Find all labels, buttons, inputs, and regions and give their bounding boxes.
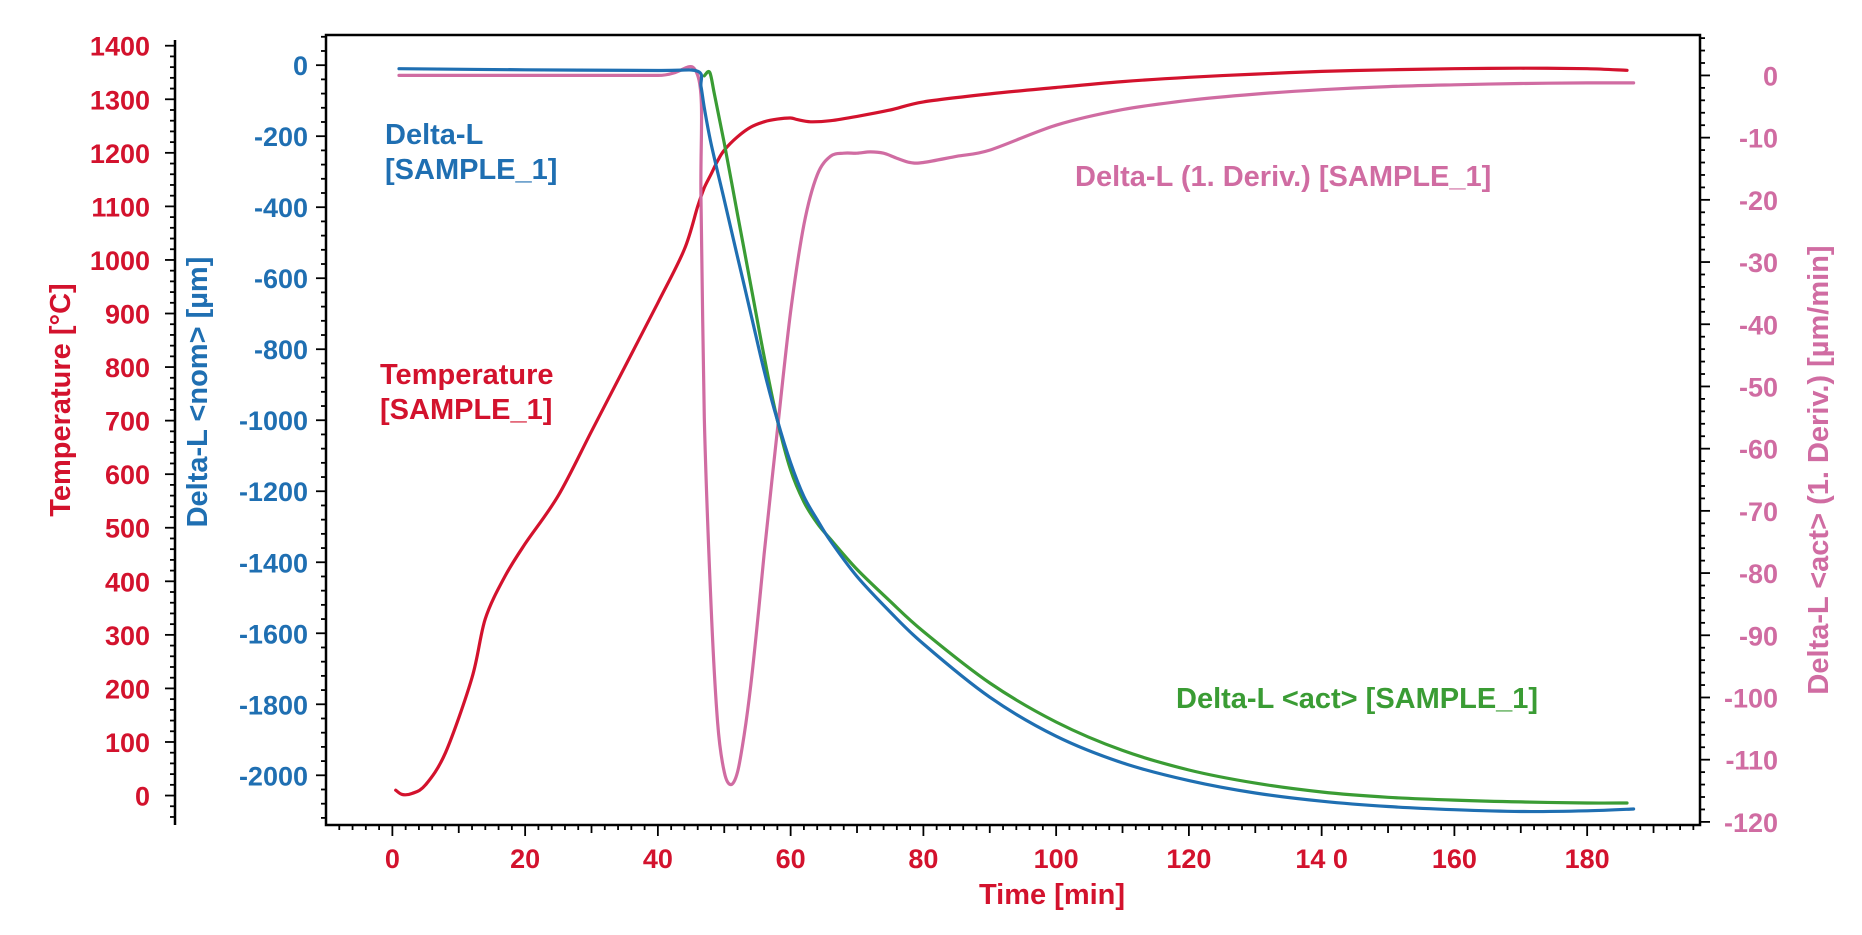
x-tick-label: 0 (385, 844, 400, 874)
delta-nom-tick-label: -400 (254, 193, 308, 223)
delta-nom-tick-label: -1200 (239, 477, 308, 507)
x-tick-label: 14 0 (1295, 844, 1348, 874)
deriv-tick-label: -30 (1739, 248, 1778, 278)
delta-nom-tick-label: -1600 (239, 619, 308, 649)
series-layer (394, 64, 1636, 814)
x-tick-label: 20 (510, 844, 540, 874)
temperature-tick-label: 1100 (91, 192, 150, 222)
labels-layer: Time [min] Temperature [°C] Delta-L <nom… (45, 119, 1835, 911)
deriv-tick-label: 0 (1763, 61, 1778, 91)
deriv-tick-label: -50 (1739, 372, 1778, 402)
temperature-tick-label: 1200 (90, 139, 150, 169)
x-tick-label: 180 (1565, 844, 1610, 874)
temperature-annotation-line-2: [SAMPLE_1] (380, 394, 552, 426)
delta-nom-tick-label: 0 (293, 51, 308, 81)
x-tick-label: 120 (1166, 844, 1211, 874)
deriv-tick-label: -110 (1725, 746, 1778, 776)
deriv-tick-label: -20 (1739, 186, 1778, 216)
deriv-tick-label: -10 (1739, 124, 1778, 154)
delta-nom-annotation-line-1: Delta-L (385, 119, 483, 151)
delta-nom-annotation-line-2: [SAMPLE_1] (385, 154, 557, 186)
temperature-annotation-line-1: Temperature (380, 359, 554, 391)
delta-l-deriv-line (397, 64, 1636, 787)
delta-nom-tick-label: -200 (254, 122, 308, 152)
temperature-axis-title: Temperature [°C] (45, 283, 77, 516)
temperature-tick-label: 1300 (90, 85, 150, 115)
temperature-tick-label: 200 (105, 674, 150, 704)
x-axis-title: Time [min] (979, 879, 1125, 911)
temperature-tick-label: 100 (105, 728, 150, 758)
delta-nom-tick-label: -600 (254, 264, 308, 294)
x-tick-label: 60 (776, 844, 806, 874)
delta-l-act-line (702, 69, 1629, 805)
temperature-tick-label: 600 (105, 460, 150, 490)
temperature-tick-label: 500 (105, 514, 150, 544)
temperature-tick-label: 900 (105, 300, 150, 330)
delta-nom-tick-label: -800 (254, 335, 308, 365)
x-tick-label: 100 (1034, 844, 1079, 874)
delta-nom-tick-label: -2000 (239, 761, 308, 791)
deriv-tick-label: -120 (1724, 808, 1778, 838)
x-tick-label: 40 (643, 844, 673, 874)
deriv-axis-title: Delta-L <act> (1. Deriv.) [µm/min] (1803, 245, 1835, 694)
deriv-tick-label: -80 (1739, 559, 1778, 589)
deriv-tick-label: -90 (1739, 621, 1778, 651)
delta-nom-tick-label: -1800 (239, 690, 308, 720)
delta-act-annotation: Delta-L <act> [SAMPLE_1] (1176, 683, 1538, 715)
temperature-tick-label: 700 (105, 407, 150, 437)
delta-nom-axis-title: Delta-L <nom> [µm] (182, 257, 214, 528)
deriv-tick-label: -60 (1739, 435, 1778, 465)
delta-l-nom-line (397, 67, 1636, 814)
deriv-tick-label: -40 (1739, 310, 1778, 340)
delta-nom-tick-label: -1400 (239, 548, 308, 578)
delta-nom-tick-label: -1000 (239, 406, 308, 436)
temperature-line (394, 66, 1629, 797)
x-tick-label: 80 (908, 844, 938, 874)
deriv-annotation: Delta-L (1. Deriv.) [SAMPLE_1] (1075, 161, 1491, 193)
temperature-tick-label: 400 (105, 567, 150, 597)
temperature-tick-label: 1400 (90, 32, 150, 62)
deriv-tick-label: -100 (1724, 683, 1778, 713)
temperature-tick-label: 800 (105, 353, 150, 383)
x-tick-label: 160 (1432, 844, 1477, 874)
axes-layer: 0 20 40 60 80 100 120 14 0 160 180 0 100 200 300 400 50… (90, 32, 1778, 874)
temperature-tick-label: 300 (105, 621, 150, 651)
temperature-tick-label: 0 (135, 782, 150, 812)
plot-frame (324, 33, 1702, 827)
temperature-tick-label: 1000 (90, 246, 150, 276)
deriv-tick-label: -70 (1739, 497, 1778, 527)
